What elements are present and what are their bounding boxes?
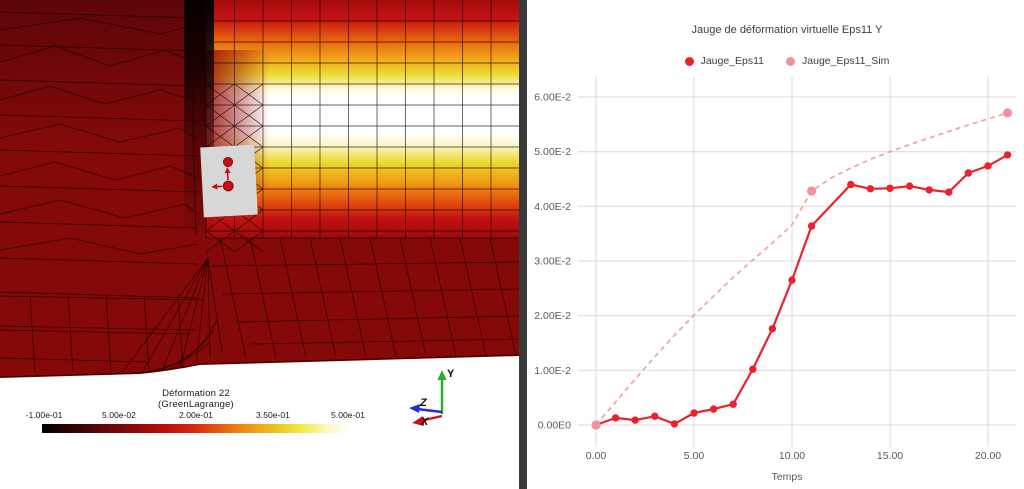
series-line: [595, 153, 1009, 427]
series-line: [595, 112, 1008, 426]
axis-x-label: X: [420, 416, 429, 428]
data-point-marker: [984, 162, 992, 170]
series-Jauge_Eps11: [592, 151, 1012, 429]
colorbar-tick-label: -1.00e-01: [25, 410, 63, 420]
gauge-left-arrowhead-icon: [211, 183, 218, 190]
colorbar-tick-label: 2.00e-01: [179, 410, 213, 420]
x-axis-title: Temps: [771, 471, 803, 483]
gauge-origin-icon: [222, 180, 234, 192]
y-tick-label: 4.00E-2: [534, 201, 571, 213]
legend-label: Jauge_Eps11: [700, 55, 765, 67]
data-point-marker: [847, 180, 855, 189]
legend-marker-icon: [786, 56, 796, 66]
data-point-marker: [651, 412, 659, 420]
colorbar-title: Déformation 22 (GreenLagrange): [60, 388, 332, 410]
y-tick-label: 1.00E-2: [534, 365, 571, 377]
colorbar-title-line1: Déformation 22: [162, 388, 230, 399]
x-tick-label: 0.00: [586, 450, 607, 462]
fem-mesh: [0, 0, 519, 376]
fem-render: Y Z X: [0, 0, 519, 489]
data-point-marker: [729, 400, 737, 408]
legend-item-jauge-eps11: Jauge_Eps11: [684, 55, 765, 67]
data-point-marker: [788, 276, 796, 284]
data-point-marker: [1003, 151, 1012, 159]
x-tick-label: 5.00: [684, 450, 705, 462]
colorbar-gradient: [42, 424, 350, 433]
gauge-up-arrowhead-icon: [224, 167, 231, 174]
legend-item-jauge-eps11-sim: Jauge_Eps11_Sim: [786, 55, 889, 67]
x-tick-label: 15.00: [877, 450, 903, 462]
data-point-marker: [591, 420, 601, 430]
chart-gridlines: [578, 77, 1016, 447]
data-point-marker: [905, 182, 914, 190]
chart-canvas: 0.00E0 1.00E-2 2.00E-2 3.00E-2 4.00E-2 5.00E-…: [534, 77, 1016, 463]
data-point-marker: [1003, 108, 1013, 118]
data-point-marker: [807, 222, 816, 230]
fem-bottom-edge: [0, 354, 519, 378]
data-point-marker: [611, 414, 620, 422]
data-point-marker: [964, 169, 973, 177]
viewport-background: [0, 356, 519, 489]
chart-title: Jauge de déformation virtuelle Eps11 Y: [691, 24, 883, 36]
fem-viewport: Y Z X Déformation 22 (GreenLagrange) -1.…: [0, 0, 519, 489]
series-Jauge_Eps11_Sim: [591, 108, 1013, 430]
chart-legend: Jauge_Eps11 Jauge_Eps11_Sim: [567, 55, 1007, 67]
x-axis-arrowhead-icon: [412, 416, 424, 426]
y-tick-label: 3.00E-2: [534, 256, 571, 268]
axis-z-label: Z: [419, 397, 428, 409]
data-point-marker: [670, 420, 679, 428]
virtual-gauge-marker: [200, 144, 258, 218]
chart-pane: Jauge de déformation virtuelle Eps11 Y J…: [527, 0, 1024, 489]
chart-tick-labels: 0.00E0 1.00E-2 2.00E-2 3.00E-2 4.00E-2 5.00E-…: [534, 92, 1001, 463]
colorbar-title-line2: (GreenLagrange): [158, 399, 234, 411]
y-tick-label: 2.00E-2: [534, 310, 571, 322]
gauge-point-icon: [223, 157, 234, 168]
legend-marker-icon: [684, 56, 694, 66]
data-point-marker: [768, 325, 777, 333]
data-point-marker: [945, 188, 953, 196]
axis-triad: Y Z X: [409, 368, 455, 428]
data-point-marker: [925, 186, 933, 194]
y-axis-arrowhead-icon: [437, 370, 447, 380]
legend-label: Jauge_Eps11_Sim: [802, 55, 890, 67]
colorbar-tick-label: 5.00e-02: [102, 410, 136, 420]
data-point-marker: [690, 409, 698, 417]
pane-divider: [519, 0, 527, 489]
colorbar-tick-label: 3.50e-01: [256, 410, 290, 420]
y-tick-label: 0.00E0: [538, 420, 571, 432]
data-point-marker: [709, 405, 718, 413]
data-point-marker: [749, 365, 757, 373]
x-tick-label: 10.00: [779, 450, 805, 462]
x-tick-label: 20.00: [975, 450, 1001, 462]
z-axis-arrowhead-icon: [409, 404, 420, 413]
data-point-marker: [807, 186, 817, 196]
y-tick-label: 5.00E-2: [534, 146, 571, 158]
data-point-marker: [886, 184, 894, 192]
axis-y-label: Y: [447, 368, 455, 380]
z-axis-arrow-icon: [416, 407, 443, 414]
data-point-marker: [866, 185, 875, 193]
data-point-marker: [631, 416, 639, 424]
y-tick-label: 6.00E-2: [534, 92, 571, 104]
colorbar-tick-label: 5.00e-01: [331, 410, 365, 420]
x-axis-arrow-icon: [419, 414, 443, 423]
